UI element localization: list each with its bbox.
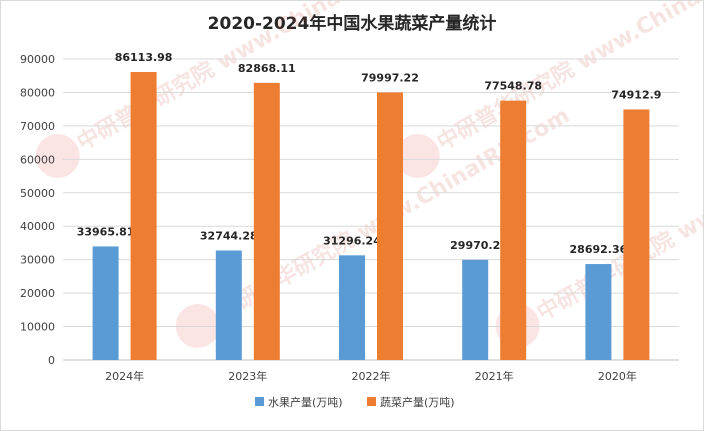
y-tick-label: 20000 — [20, 287, 55, 300]
data-label: 82868.11 — [238, 62, 296, 75]
legend-label: 蔬菜产量(万吨) — [380, 395, 455, 409]
bar-fruit — [92, 246, 119, 360]
x-tick-label: 2020年 — [598, 369, 637, 383]
y-tick-label: 50000 — [20, 187, 55, 200]
bar-vegetable — [130, 71, 157, 360]
svg-text:中研普华研究院 www.ChinaIRN.com: 中研普华研究院 www.ChinaIRN.com — [532, 102, 703, 326]
legend-label: 水果产量(万吨) — [268, 395, 343, 409]
chart-title: 2020-2024年中国水果蔬菜产量统计 — [207, 14, 497, 34]
data-label: 28692.36 — [570, 243, 628, 256]
bar-vegetable — [500, 100, 527, 361]
data-label: 31296.24 — [323, 234, 381, 247]
bar-fruit — [339, 255, 365, 360]
y-tick-label: 80000 — [20, 86, 55, 99]
data-label: 32744.28 — [200, 229, 258, 242]
svg-text:中研普华研究院 www.ChinaIRN.com: 中研普华研究院 www.ChinaIRN.com — [432, 1, 703, 156]
y-tick-label: 0 — [48, 354, 55, 367]
data-label: 77548.78 — [484, 80, 542, 93]
data-label: 33965.81 — [77, 225, 135, 238]
watermark: 中研普华研究院 www.ChinaIRN.com — [35, 1, 434, 178]
legend-swatch — [255, 397, 264, 406]
data-label: 79997.22 — [361, 71, 419, 84]
bar-vegetable — [623, 109, 650, 360]
x-tick-label: 2023年 — [228, 369, 267, 383]
data-label: 86113.98 — [115, 51, 173, 64]
x-tick-label: 2022年 — [352, 369, 391, 383]
x-tick-label: 2021年 — [475, 369, 514, 383]
bar-vegetable — [377, 92, 403, 361]
data-label: 29970.2 — [450, 239, 500, 252]
bar-vegetable — [253, 82, 280, 361]
legend-swatch — [367, 397, 376, 406]
data-label: 74912.9 — [611, 88, 661, 101]
y-tick-label: 30000 — [20, 254, 55, 267]
y-tick-label: 90000 — [20, 53, 55, 66]
y-tick-label: 10000 — [20, 321, 55, 334]
bar-fruit — [462, 259, 489, 360]
bar-fruit — [215, 250, 242, 360]
y-tick-label: 40000 — [20, 220, 55, 233]
y-tick-label: 60000 — [20, 153, 55, 166]
bar-fruit — [585, 264, 612, 360]
x-tick-label: 2024年 — [105, 369, 144, 383]
y-tick-label: 70000 — [20, 120, 55, 133]
